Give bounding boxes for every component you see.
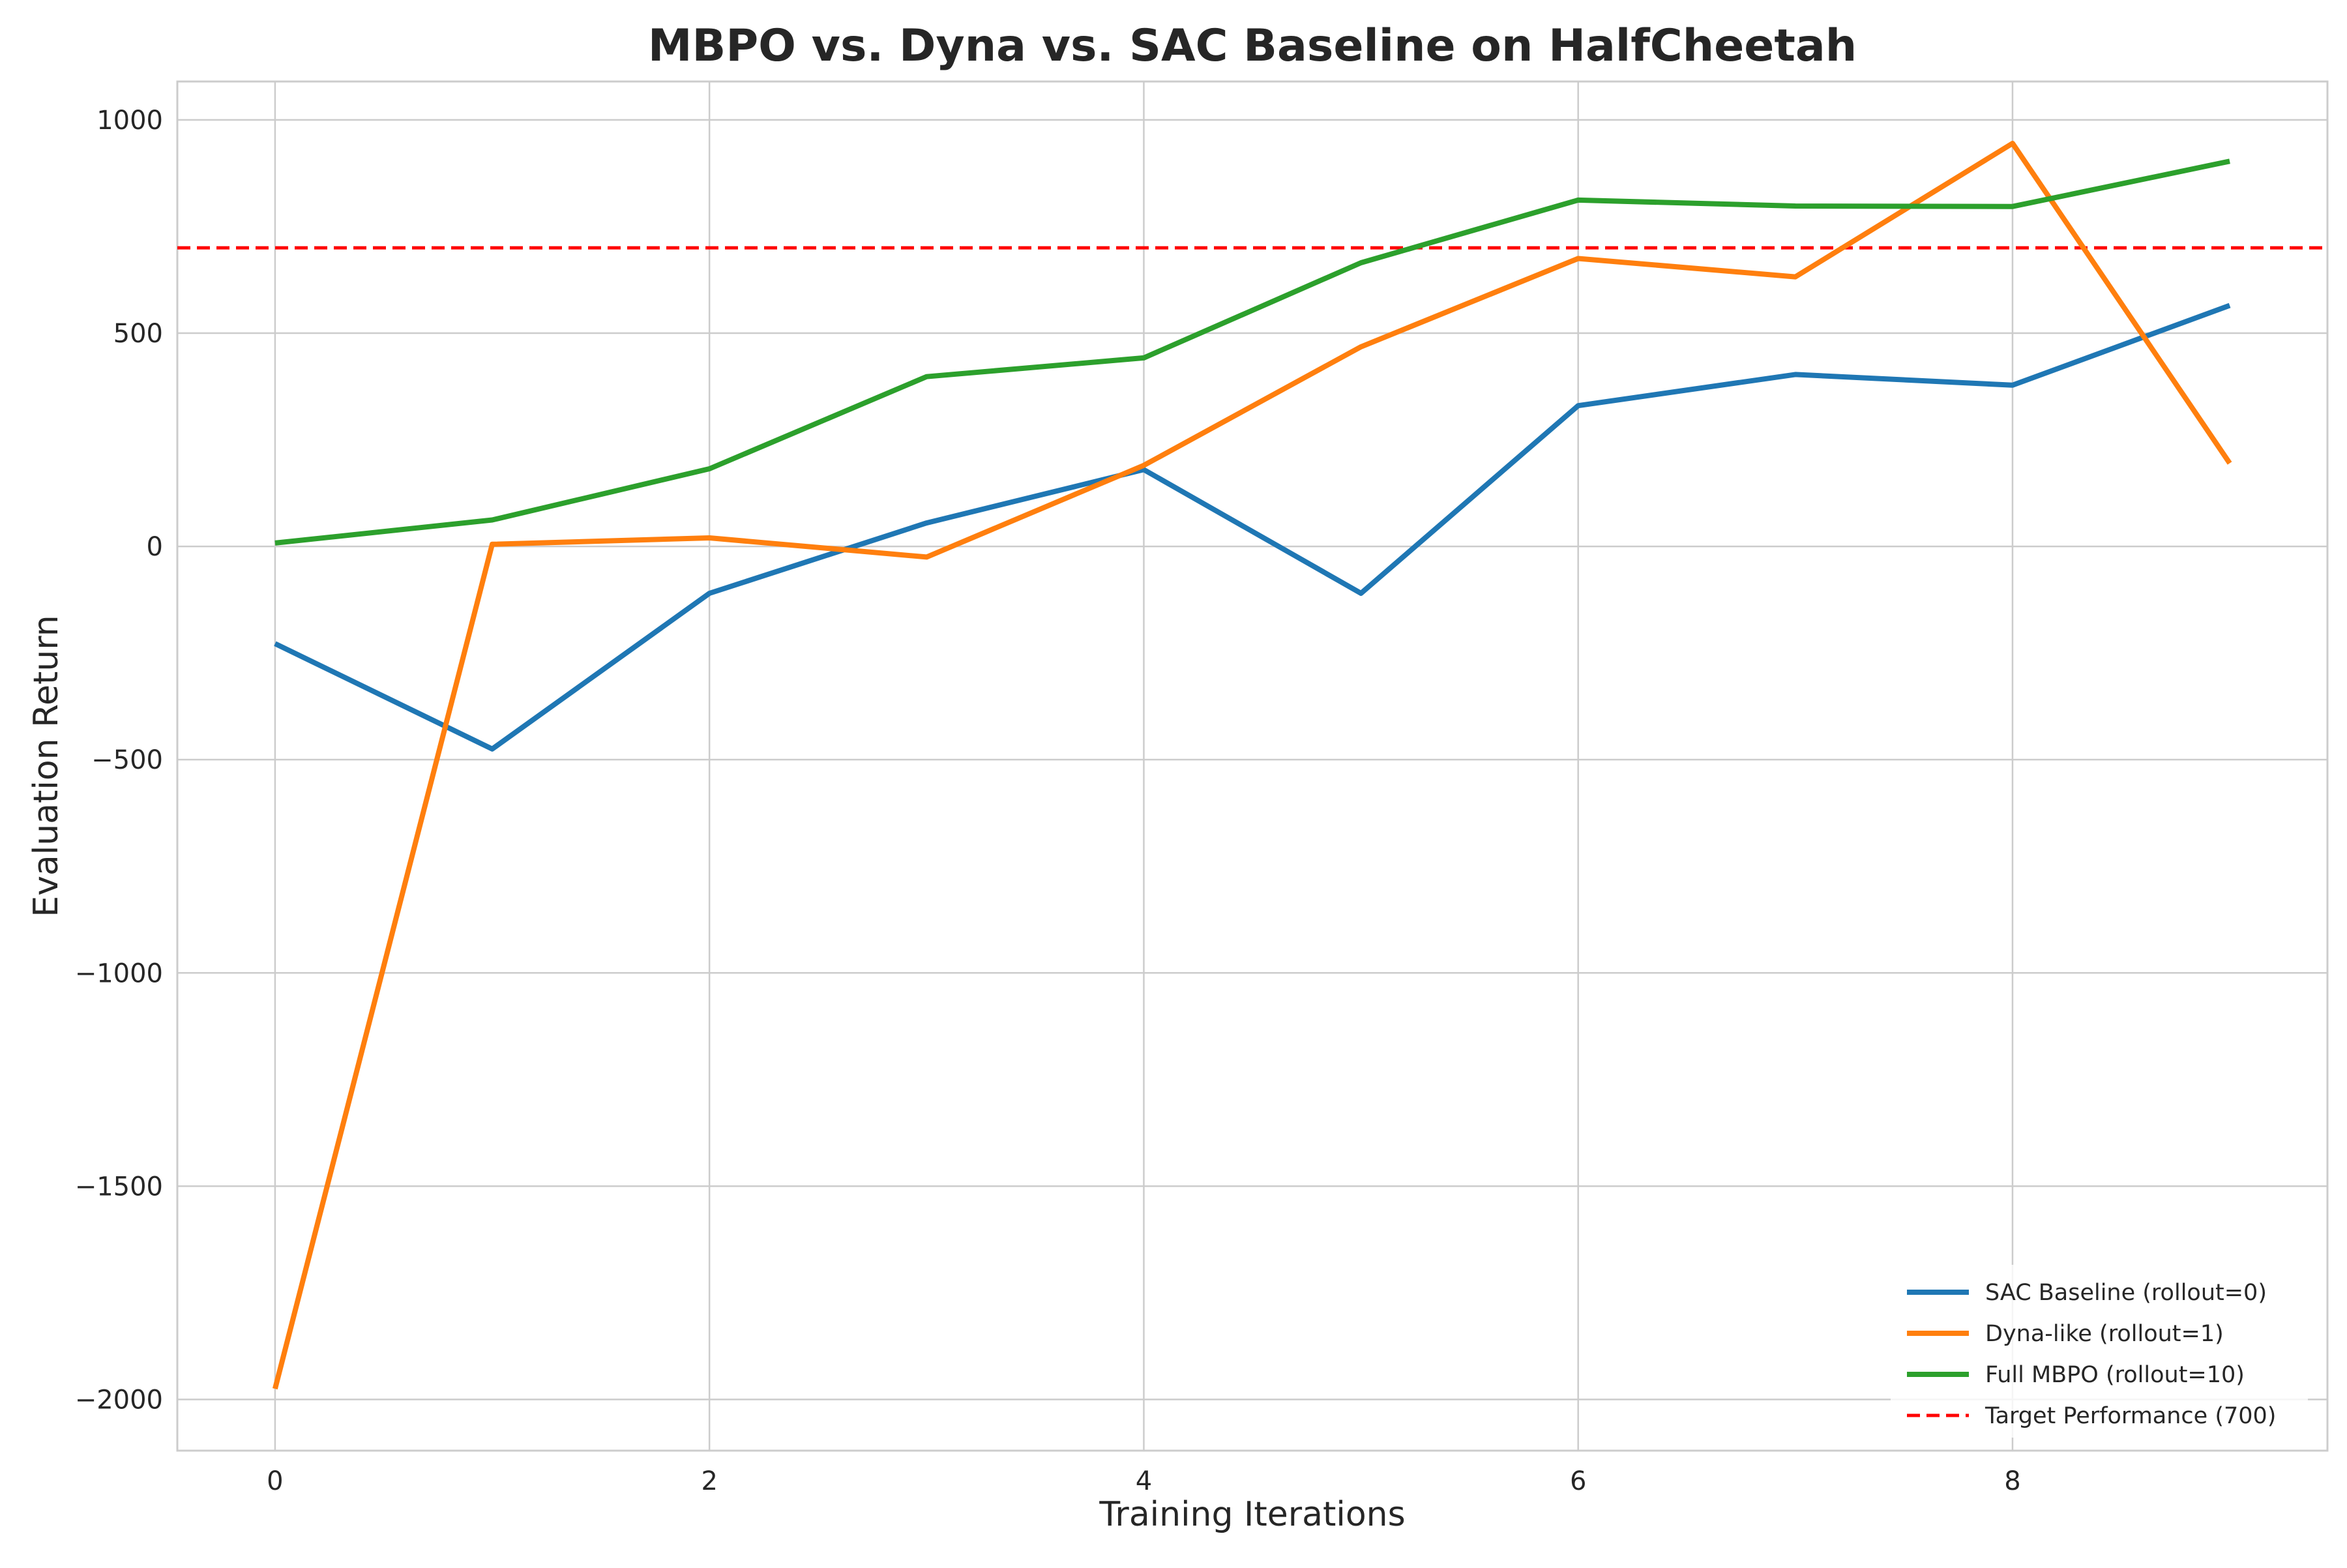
data-series <box>177 140 2327 1390</box>
y-tick-label: −1500 <box>75 1172 163 1202</box>
legend-label: Dyna-like (rollout=1) <box>1985 1321 2224 1347</box>
x-axis-label: Training Iterations <box>1099 1495 1405 1534</box>
x-tick-label: 8 <box>2004 1466 2020 1496</box>
plot-area-frame <box>176 80 2329 1452</box>
full-mbpo-line <box>274 158 2230 546</box>
x-tick-label: 6 <box>1570 1466 1586 1496</box>
x-tick-label: 4 <box>1136 1466 1152 1496</box>
dyna-like-line <box>273 140 2232 1390</box>
y-tick-label: −1000 <box>75 958 163 988</box>
grid <box>177 81 2327 1451</box>
y-tick-label: 500 <box>113 319 163 349</box>
legend-label: Full MBPO (rollout=10) <box>1985 1362 2245 1388</box>
legend-label: SAC Baseline (rollout=0) <box>1985 1280 2267 1306</box>
x-tick-label: 2 <box>701 1466 717 1496</box>
legend: SAC Baseline (rollout=0) Dyna-like (rollo… <box>1891 1265 2308 1438</box>
tick-labels: 0 2 4 6 8 1000 500 0 −500 −1000 −1500 −2000 <box>75 106 2021 1496</box>
y-tick-label: 1000 <box>96 106 163 136</box>
legend-label: Target Performance (700) <box>1985 1403 2276 1429</box>
y-tick-label: −500 <box>91 745 163 775</box>
chart-title: MBPO vs. Dyna vs. SAC Baseline on HalfCh… <box>648 20 1857 72</box>
sac-baseline-line <box>274 303 2231 752</box>
y-axis-label: Evaluation Return <box>27 615 66 917</box>
y-tick-label: −2000 <box>75 1385 163 1415</box>
y-tick-label: 0 <box>147 532 163 562</box>
x-tick-label: 0 <box>267 1466 283 1496</box>
